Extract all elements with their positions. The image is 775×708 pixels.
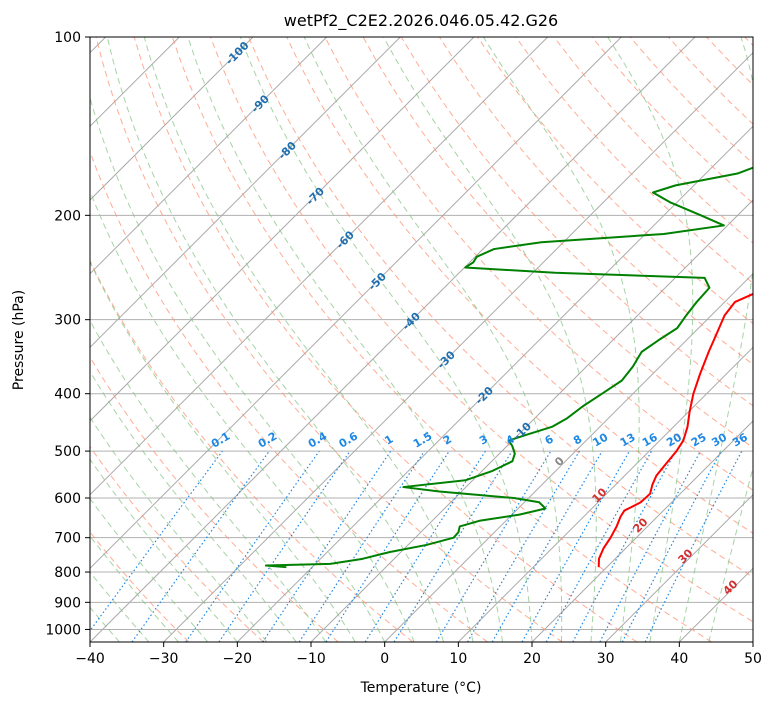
isotherm-line [531, 420, 753, 642]
moist-adiabat [90, 96, 415, 642]
dry-adiabat [133, 37, 638, 642]
dry-adiabat [95, 37, 563, 642]
moist-adiabat [239, 37, 533, 642]
moist-adiabat [678, 37, 753, 642]
moist-adiabat [90, 497, 209, 642]
y-tick-label: 200 [54, 208, 81, 224]
moist-adiabat [106, 37, 445, 642]
isotherm-line [457, 346, 753, 642]
x-tick-label: −20 [223, 651, 253, 667]
y-tick-label: 100 [54, 30, 81, 46]
isotherm-line [236, 125, 753, 642]
dry-adiabat [515, 37, 753, 284]
dry-adiabat [171, 37, 712, 642]
y-tick-label: 1000 [45, 622, 81, 638]
dry-adiabat [210, 37, 753, 623]
axes: −40 −30 −20 −10 0 10 20 30 40 50 100 200 300 400 500 60… [45, 30, 762, 667]
y-tick-label: 700 [54, 531, 81, 547]
y-tick-label: 800 [54, 565, 81, 581]
moist-adiabat [143, 37, 474, 642]
mixing-ratio-line [393, 450, 513, 642]
y-tick-label: 400 [54, 387, 81, 403]
isotherm-line [163, 51, 753, 642]
isotherm-line [90, 37, 475, 422]
isotherm-line [90, 37, 328, 275]
mixing-ratio-line [644, 450, 743, 642]
dry-adiabat [286, 37, 753, 534]
dry-adiabat [248, 37, 753, 578]
mixing-ratio-line [90, 450, 223, 632]
x-tick-label: 10 [449, 651, 467, 667]
isotherm-line [90, 37, 549, 496]
mixing-ratio-line [325, 450, 450, 642]
chart-title: wetPf2_C2E2.2026.046.05.42.G26 [284, 11, 558, 31]
x-tick-label: −40 [75, 651, 105, 667]
y-axis-title: Pressure (hPa) [11, 290, 27, 390]
mixing-ratio-line [262, 450, 392, 642]
isotherm-line [90, 37, 622, 570]
x-axis-title: Temperature (°C) [360, 680, 482, 696]
dry-adiabat [90, 445, 264, 642]
isotherm-line [90, 37, 401, 349]
y-tick-label: 500 [54, 444, 81, 460]
dry-adiabat [324, 37, 753, 491]
mixing-ratio-line [131, 450, 270, 642]
dewpoint-profile-line [264, 166, 753, 569]
x-tick-label: 50 [744, 651, 762, 667]
moist-adiabat [90, 458, 238, 642]
mixing-ratio-line [185, 450, 320, 642]
moist-adiabat [482, 37, 640, 642]
x-tick-label: 30 [597, 651, 615, 667]
x-tick-label: 40 [670, 651, 688, 667]
mixing-ratio-line [545, 450, 653, 642]
dry-adiabat [90, 259, 414, 642]
moist-adiabat [303, 37, 563, 642]
x-tick-label: 0 [380, 651, 389, 667]
mixing-ratio-line [218, 450, 351, 642]
moist-adiabat [90, 319, 327, 642]
moist-adiabat [90, 370, 297, 642]
moist-adiabat [90, 535, 179, 642]
temperature-profile-line [597, 292, 753, 568]
moist-adiabat [383, 37, 597, 642]
moist-adiabat [90, 260, 356, 642]
plot-area [90, 37, 753, 642]
x-tick-label: −30 [149, 651, 179, 667]
moist-adiabat [607, 37, 694, 642]
y-tick-label: 600 [54, 491, 81, 507]
moist-adiabat [708, 466, 753, 642]
y-tick-label: 900 [54, 595, 81, 611]
y-tick-label: 300 [54, 313, 81, 329]
mixing-ratio-line [298, 450, 425, 642]
mixing-ratio-line [521, 450, 631, 642]
isotherm-line [384, 272, 753, 642]
moist-adiabat [90, 416, 268, 642]
dry-adiabat [90, 356, 339, 642]
isotherm-line [90, 37, 254, 201]
x-tick-label: 20 [523, 651, 541, 667]
x-tick-label: −10 [296, 651, 326, 667]
plot-frame [89, 36, 754, 643]
mixing-ratio-line [572, 450, 677, 642]
moist-adiabat [187, 37, 504, 642]
isotherm-line [605, 493, 753, 642]
isotherm-line [90, 37, 696, 642]
moist-adiabat [90, 189, 386, 642]
